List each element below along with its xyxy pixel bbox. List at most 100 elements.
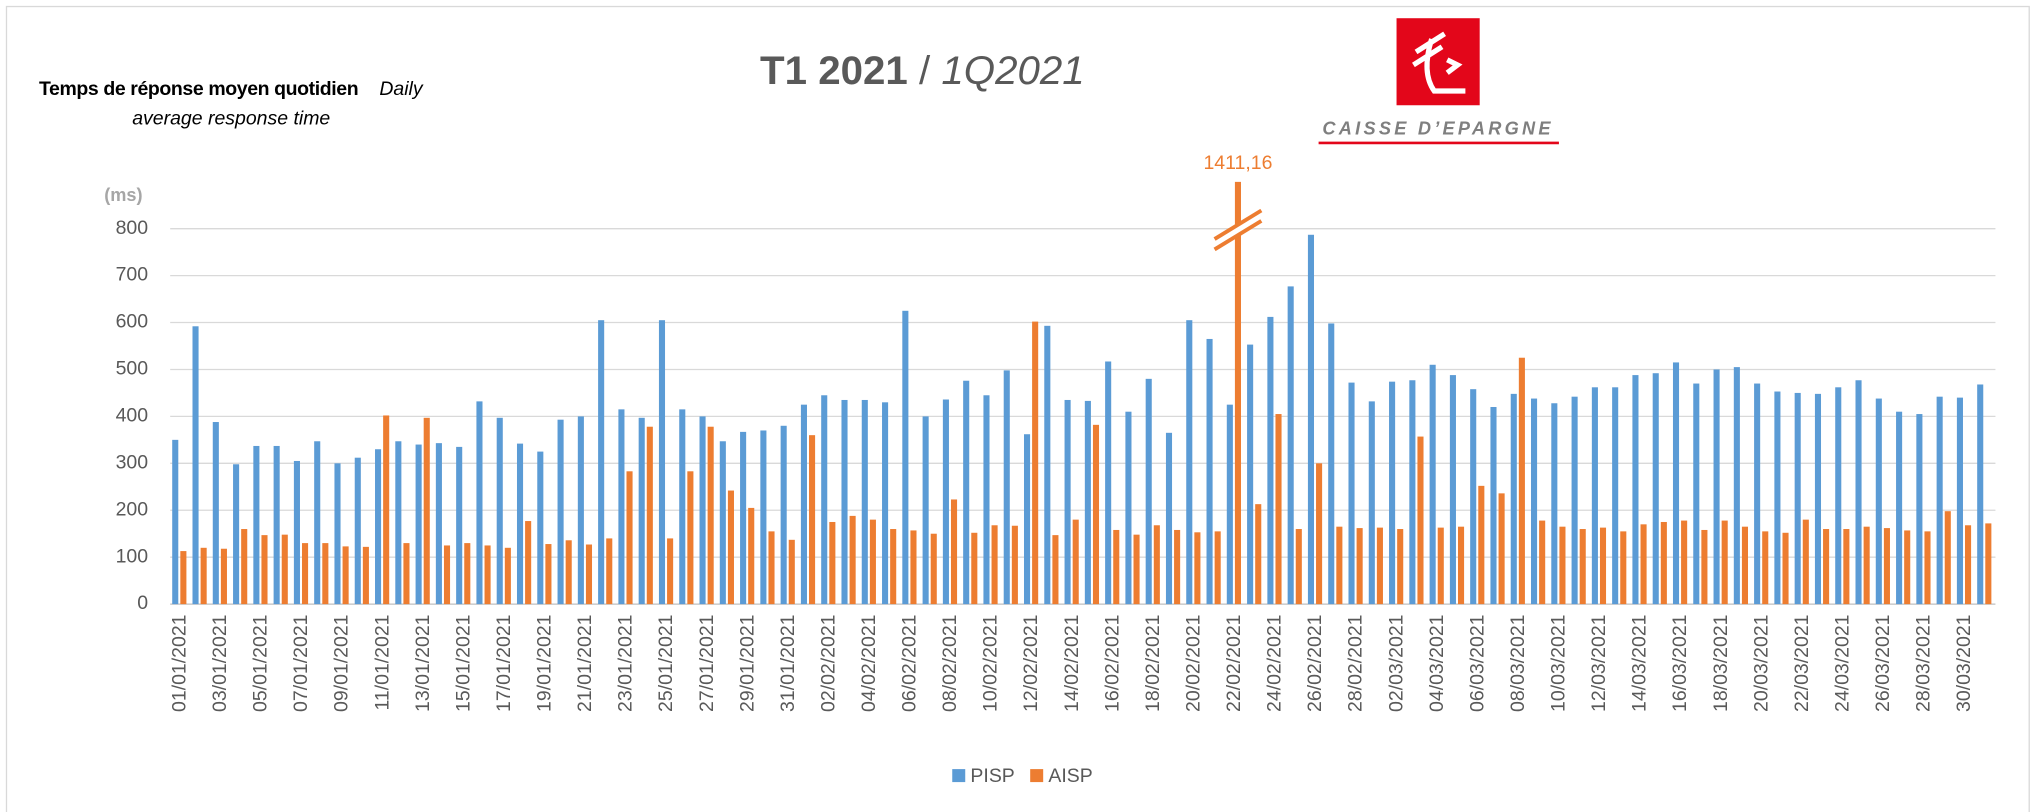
x-tick-label: 31/01/2021 [777, 615, 799, 712]
x-tick-label: 14/03/2021 [1629, 615, 1651, 712]
y-tick-label: 500 [116, 358, 149, 380]
bar [1612, 387, 1619, 605]
bar [699, 416, 706, 605]
bar [1247, 344, 1254, 605]
bar [253, 445, 260, 605]
bar [1762, 531, 1769, 605]
bar [1052, 535, 1059, 605]
bar [1206, 338, 1213, 605]
bar [942, 399, 949, 605]
bar [281, 534, 288, 605]
bar [1681, 520, 1688, 605]
x-tick-label: 06/02/2021 [899, 615, 921, 712]
x-tick-label: 18/02/2021 [1142, 615, 1164, 712]
bar [200, 547, 207, 605]
bar [646, 426, 653, 605]
y-tick-label: 100 [116, 545, 149, 567]
bar [293, 460, 300, 605]
x-tick-label: 02/02/2021 [817, 615, 839, 712]
bar [1295, 529, 1302, 605]
axis-break [1214, 210, 1262, 250]
bar [456, 446, 463, 605]
bar [1539, 520, 1546, 605]
bar [679, 409, 686, 605]
x-tick-label: 10/03/2021 [1548, 615, 1570, 712]
bar [727, 490, 734, 605]
bar [1843, 529, 1850, 605]
bar [1936, 396, 1943, 605]
data-label: 1411,16 [1203, 152, 1272, 174]
bars [172, 181, 1992, 605]
bar [1620, 531, 1627, 605]
bar [1125, 411, 1132, 605]
bar [1105, 361, 1112, 605]
bar [1449, 375, 1456, 605]
bar [1064, 399, 1071, 605]
bar [1376, 527, 1383, 605]
bar [1855, 380, 1862, 605]
bar [1863, 526, 1870, 605]
bar [626, 471, 633, 605]
bar [504, 547, 511, 605]
bar [233, 464, 240, 605]
bar [565, 540, 572, 605]
bar [1559, 526, 1566, 605]
bar [1571, 396, 1578, 605]
bar [1875, 398, 1882, 605]
frame [5, 5, 2030, 812]
bar [1782, 532, 1789, 605]
bar [1660, 521, 1667, 605]
bar [334, 463, 341, 605]
y-tick-label: 600 [116, 311, 149, 333]
y-tick-label: 200 [116, 498, 149, 520]
y-tick-label: 700 [116, 264, 149, 286]
bar [464, 543, 471, 605]
bar [1802, 519, 1809, 605]
bar [362, 546, 369, 605]
bar [354, 457, 361, 605]
x-tick-label: 07/01/2021 [290, 615, 312, 712]
bar [383, 415, 390, 605]
bar [1579, 529, 1586, 605]
subtitle-english-1: Daily [379, 78, 424, 100]
bar [212, 422, 219, 605]
bar [1275, 414, 1282, 605]
legend-label: AISP [1048, 765, 1092, 787]
bar [577, 416, 584, 605]
bar [950, 499, 958, 605]
bar [849, 515, 856, 605]
x-tick-label: 26/03/2021 [1872, 615, 1894, 712]
bar [1498, 493, 1505, 605]
bar [1226, 404, 1233, 605]
x-tick-label: 30/03/2021 [1953, 615, 1975, 712]
bar [1174, 529, 1181, 605]
bar [1255, 504, 1262, 605]
bar [476, 401, 483, 605]
bar [1437, 527, 1444, 605]
x-tick-label: 21/01/2021 [574, 615, 596, 712]
bar [1701, 529, 1708, 605]
x-tick-label: 20/02/2021 [1182, 615, 1204, 712]
x-tick-label: 08/02/2021 [939, 615, 961, 712]
bar [1896, 411, 1903, 605]
bar [740, 431, 747, 605]
bar [496, 417, 503, 605]
bar [241, 529, 248, 605]
bar [1551, 403, 1558, 605]
x-tick-label: 19/01/2021 [534, 615, 556, 712]
bar [667, 538, 674, 605]
bar [1518, 357, 1525, 605]
x-tick-label: 26/02/2021 [1304, 615, 1326, 712]
bar [1599, 527, 1607, 605]
bar [1490, 407, 1497, 605]
bar [1733, 367, 1740, 605]
bar [1368, 401, 1375, 605]
bar [484, 545, 491, 605]
bar [687, 471, 694, 605]
x-tick-label: 04/03/2021 [1426, 615, 1448, 712]
y-tick-label: 400 [116, 405, 149, 427]
bar [1985, 523, 1992, 605]
bar [1965, 525, 1972, 605]
bar [861, 399, 868, 605]
